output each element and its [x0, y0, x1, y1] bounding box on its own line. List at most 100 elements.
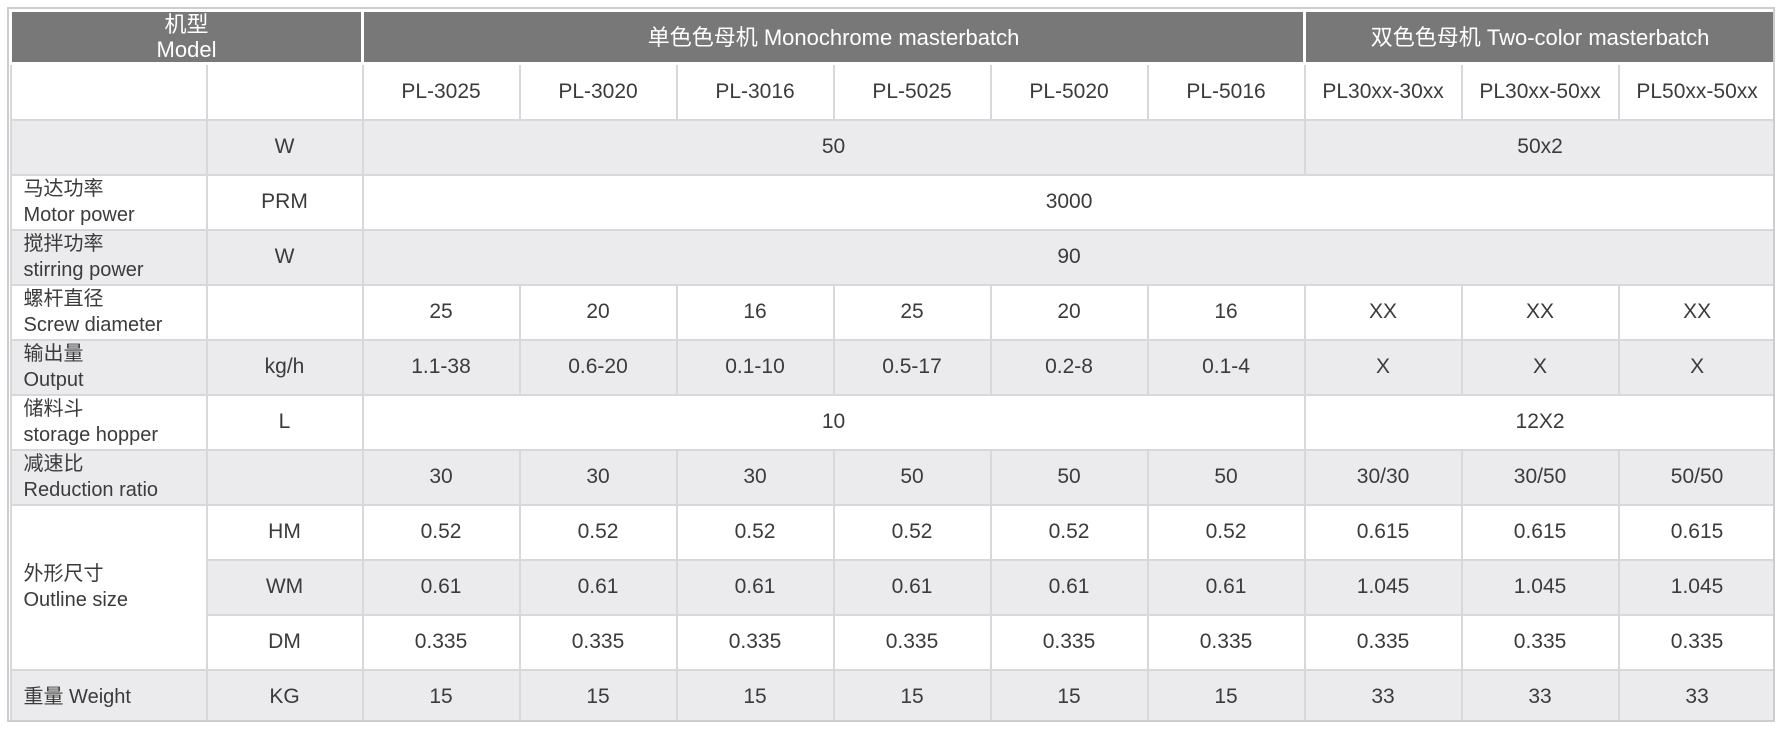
output-row: 输出量 Output kg/h 1.1-38 0.6-20 0.1-10 0.5… — [9, 338, 1773, 396]
outline-wm-value: 1.045 — [1303, 558, 1463, 616]
outline-dm-value: 0.335 — [1460, 613, 1620, 671]
power-mono-value: 50 — [361, 118, 1306, 176]
motor-row: 马达功率 Motor power PRM 3000 — [9, 173, 1773, 231]
reduction-row: 减速比 Reduction ratio 30 30 30 50 50 50 30… — [9, 448, 1773, 506]
outline-dm-row: DM 0.335 0.335 0.335 0.335 0.335 0.335 0… — [11, 613, 1773, 671]
hopper-row: 储料斗 storage hopper L 10 12X2 — [9, 393, 1773, 451]
hopper-two-value: 12X2 — [1303, 393, 1773, 451]
outline-dm-value: 0.335 — [675, 613, 835, 671]
outline-dm-value: 0.335 — [518, 613, 678, 671]
weight-value: 15 — [989, 668, 1149, 720]
weight-row: 重量 Weight KG 15 15 15 15 15 15 33 33 33 — [9, 668, 1773, 720]
outline-wm-value: 0.61 — [675, 558, 835, 616]
hopper-mono-value: 10 — [361, 393, 1306, 451]
weight-value: 15 — [518, 668, 678, 720]
screw-value: 16 — [1146, 283, 1306, 341]
header-model: 机型 Model — [9, 9, 365, 65]
outline-dm-value: 0.335 — [1303, 613, 1463, 671]
outline-hm-value: 0.52 — [989, 503, 1149, 561]
output-value: 0.5-17 — [832, 338, 992, 396]
weight-value: 33 — [1303, 668, 1463, 720]
outline-hm-value: 0.615 — [1460, 503, 1620, 561]
model-cell: PL-3020 — [518, 62, 678, 121]
outline-wm-unit: WM — [205, 558, 364, 616]
header-monochrome-group: 单色色母机 Monochrome masterbatch — [361, 9, 1307, 65]
screw-value: XX — [1617, 283, 1773, 341]
header-two-color-group: 双色色母机 Two-color masterbatch — [1303, 9, 1773, 65]
outline-hm-row: 外形尺寸 Outline size HM 0.52 0.52 0.52 0.52… — [9, 503, 1773, 671]
outline-label: 外形尺寸 Outline size — [9, 503, 208, 671]
model-cell: PL-5020 — [989, 62, 1149, 121]
screw-value: 25 — [832, 283, 992, 341]
model-cell: PL50xx-50xx — [1617, 62, 1773, 121]
output-value: 0.1-10 — [675, 338, 835, 396]
motor-value: 3000 — [361, 173, 1773, 231]
stirring-row: 搅拌功率 stirring power W 90 — [9, 228, 1773, 286]
weight-label: 重量 Weight — [9, 668, 208, 720]
screw-value: XX — [1303, 283, 1463, 341]
power-unit: W — [205, 118, 364, 176]
empty-cell — [205, 62, 364, 121]
screw-unit — [205, 283, 364, 341]
weight-value: 33 — [1460, 668, 1620, 720]
reduction-value: 50 — [832, 448, 992, 506]
motor-unit: PRM — [205, 173, 364, 231]
outline-dm-value: 0.335 — [832, 613, 992, 671]
outline-wm-value: 0.61 — [1146, 558, 1306, 616]
reduction-value: 50 — [989, 448, 1149, 506]
reduction-value: 30 — [361, 448, 521, 506]
power-row: W 50 50x2 — [9, 118, 1773, 176]
stirring-value: 90 — [361, 228, 1773, 286]
screw-row: 螺杆直径 Screw diameter 25 20 16 25 20 16 XX… — [9, 283, 1773, 341]
weight-unit: KG — [205, 668, 364, 720]
motor-label: 马达功率 Motor power — [9, 173, 208, 231]
reduction-value: 30 — [675, 448, 835, 506]
outline-dm-unit: DM — [205, 613, 364, 671]
screw-label: 螺杆直径 Screw diameter — [9, 283, 208, 341]
screw-value: 16 — [675, 283, 835, 341]
power-label — [9, 118, 208, 176]
weight-value: 15 — [832, 668, 992, 720]
outline-hm-value: 0.52 — [518, 503, 678, 561]
output-label: 输出量 Output — [9, 338, 208, 396]
output-value: 1.1-38 — [361, 338, 521, 396]
outline-hm-value: 0.52 — [675, 503, 835, 561]
output-value: X — [1303, 338, 1463, 396]
outline-wm-value: 0.61 — [989, 558, 1149, 616]
model-cell: PL-3016 — [675, 62, 835, 121]
model-cell: PL30xx-30xx — [1303, 62, 1463, 121]
reduction-value: 50/50 — [1617, 448, 1773, 506]
outline-hm-value: 0.52 — [361, 503, 521, 561]
screw-value: 25 — [361, 283, 521, 341]
outline-dm-value: 0.335 — [361, 613, 521, 671]
outline-dm-value: 0.335 — [1146, 613, 1306, 671]
outline-wm-value: 1.045 — [1617, 558, 1773, 616]
output-value: 0.1-4 — [1146, 338, 1306, 396]
power-two-value: 50x2 — [1303, 118, 1773, 176]
outline-wm-value: 1.045 — [1460, 558, 1620, 616]
reduction-unit — [205, 448, 364, 506]
reduction-value: 30/30 — [1303, 448, 1463, 506]
spec-table: 机型 Model 单色色母机 Monochrome masterbatch 双色… — [9, 9, 1773, 720]
outline-hm-value: 0.52 — [1146, 503, 1306, 561]
outline-dm-value: 0.335 — [989, 613, 1149, 671]
outline-wm-row: WM 0.61 0.61 0.61 0.61 0.61 0.61 1.045 1… — [11, 558, 1773, 616]
outline-wm-value: 0.61 — [832, 558, 992, 616]
reduction-label: 减速比 Reduction ratio — [9, 448, 208, 506]
empty-cell — [9, 62, 208, 121]
outline-wm-value: 0.61 — [518, 558, 678, 616]
model-cell: PL-5016 — [1146, 62, 1306, 121]
stirring-label: 搅拌功率 stirring power — [9, 228, 208, 286]
hopper-unit: L — [205, 393, 364, 451]
weight-value: 15 — [675, 668, 835, 720]
hopper-label: 储料斗 storage hopper — [9, 393, 208, 451]
output-unit: kg/h — [205, 338, 364, 396]
outline-hm-value: 0.615 — [1303, 503, 1463, 561]
screw-value: 20 — [989, 283, 1149, 341]
reduction-value: 50 — [1146, 448, 1306, 506]
output-value: 0.6-20 — [518, 338, 678, 396]
output-value: X — [1617, 338, 1773, 396]
screw-value: XX — [1460, 283, 1620, 341]
weight-value: 15 — [1146, 668, 1306, 720]
